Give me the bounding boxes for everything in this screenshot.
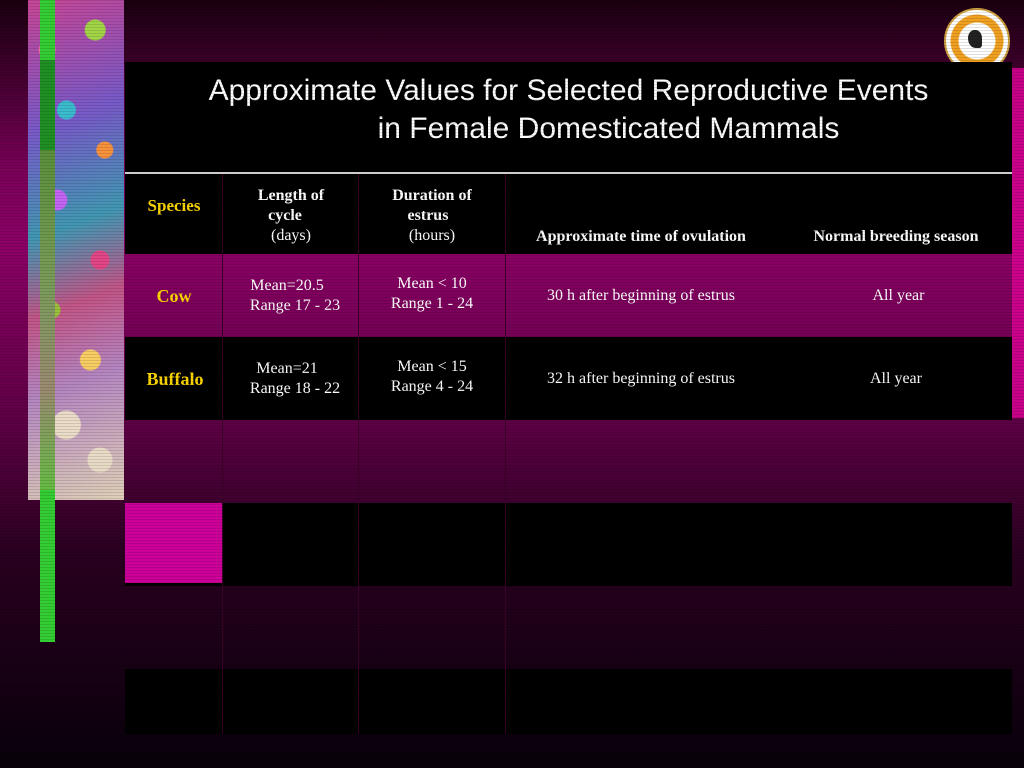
header-species: Species bbox=[147, 196, 201, 215]
decorative-green-bar bbox=[40, 0, 55, 642]
header-cycle-line1: Length of bbox=[257, 187, 325, 204]
table-header-row bbox=[125, 174, 1012, 254]
table-row-empty bbox=[125, 503, 1012, 586]
cycle-range: Range 17 - 23 bbox=[249, 297, 341, 314]
header-breeding-season: Normal breeding season bbox=[813, 228, 979, 245]
season-buffalo: All year bbox=[870, 370, 922, 387]
header-cycle-unit: (days) bbox=[271, 227, 311, 244]
table-row-empty bbox=[125, 669, 1012, 734]
header-cycle-line2: cycle bbox=[268, 207, 302, 224]
header-cycle-length: Length of cycle (days) bbox=[223, 186, 359, 246]
header-estrus-line1: Duration of bbox=[392, 187, 472, 204]
season-cow: All year bbox=[872, 287, 925, 304]
cycle-length-cow: Mean=20.5 Range 17 - 23 bbox=[223, 276, 359, 316]
estrus-mean: Mean < 15 bbox=[397, 358, 467, 375]
species-cow: Cow bbox=[156, 286, 192, 306]
table-row-empty bbox=[125, 420, 1012, 503]
header-estrus-duration: Duration of estrus (hours) bbox=[359, 186, 505, 246]
header-estrus-line2: estrus bbox=[407, 207, 449, 224]
header-estrus-unit: (hours) bbox=[408, 227, 456, 244]
slide-title: Approximate Values for Selected Reproduc… bbox=[125, 72, 1012, 148]
species-buffalo: Buffalo bbox=[146, 369, 204, 389]
table-row bbox=[125, 337, 1012, 420]
highlight-cell bbox=[125, 503, 223, 583]
title-panel bbox=[125, 62, 1012, 173]
slide-title-line2: in Female Domesticated Mammals bbox=[377, 112, 840, 145]
estrus-duration-cow: Mean < 10 Range 1 - 24 bbox=[359, 274, 505, 314]
ovulation-cow: 30 h after beginning of estrus bbox=[547, 287, 735, 304]
cycle-mean: Mean=20.5 bbox=[250, 277, 324, 294]
title-rule bbox=[125, 172, 1012, 174]
cycle-range: Range 18 - 22 bbox=[249, 380, 341, 397]
estrus-range: Range 1 - 24 bbox=[390, 295, 474, 312]
slide-title-line1: Approximate Values for Selected Reproduc… bbox=[208, 74, 929, 107]
estrus-mean: Mean < 10 bbox=[397, 275, 467, 292]
cycle-length-buffalo: Mean=21 Range 18 - 22 bbox=[223, 359, 359, 399]
header-ovulation: Approximate time of ovulation bbox=[536, 228, 746, 245]
ovulation-buffalo: 32 h after beginning of estrus bbox=[547, 370, 735, 387]
estrus-range: Range 4 - 24 bbox=[390, 378, 474, 395]
estrus-duration-buffalo: Mean < 15 Range 4 - 24 bbox=[359, 357, 505, 397]
cycle-mean: Mean=21 bbox=[256, 360, 318, 377]
table-row-empty bbox=[125, 586, 1012, 669]
decorative-pink-edge bbox=[1012, 68, 1024, 418]
